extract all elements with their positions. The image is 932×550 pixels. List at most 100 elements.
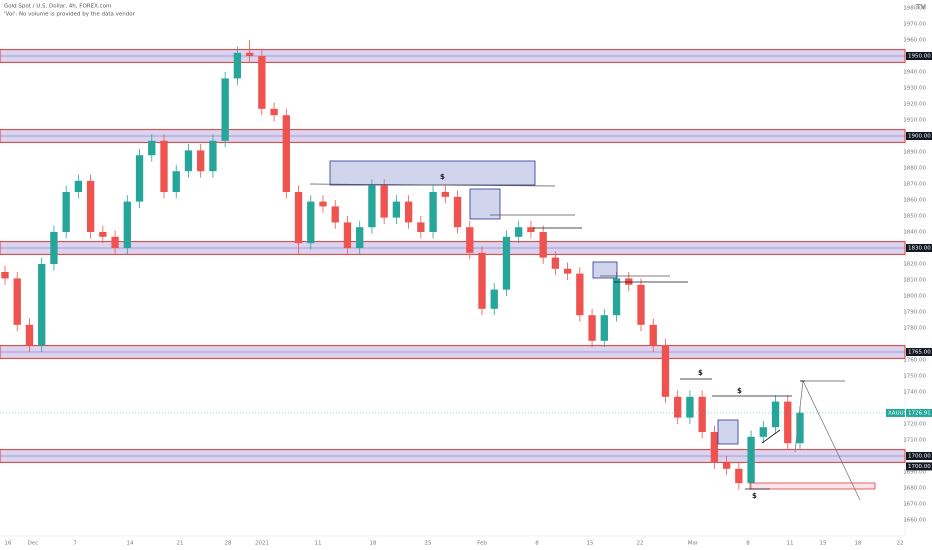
candle-body xyxy=(331,206,339,223)
candle-body xyxy=(429,192,437,232)
annotation: $ xyxy=(752,492,757,500)
candle-body xyxy=(50,232,58,264)
zone-label: 1830.00 xyxy=(908,246,931,252)
candle-body xyxy=(282,115,290,192)
candle-body xyxy=(539,232,547,258)
candle-body xyxy=(612,278,621,316)
drawings xyxy=(329,160,739,445)
candle-body xyxy=(796,412,804,444)
box xyxy=(469,188,501,220)
candle-body xyxy=(404,201,413,223)
zone-label-bg xyxy=(906,452,932,460)
candle-body xyxy=(184,150,193,172)
logo: TV xyxy=(916,3,927,11)
candle-body xyxy=(356,227,364,248)
candle-body xyxy=(160,140,168,192)
y-tick-label: 1740.00 xyxy=(903,390,926,396)
candle-body xyxy=(453,196,462,228)
x-tick-label: 18 xyxy=(855,541,862,547)
y-tick-label: 1920.00 xyxy=(903,102,926,108)
zone-label: 1950.00 xyxy=(908,54,931,60)
candle-body xyxy=(209,140,217,172)
candle-body xyxy=(710,432,719,463)
y-tick-label: 1750.00 xyxy=(903,374,926,380)
candle-body xyxy=(270,108,278,116)
candle-body xyxy=(62,192,70,232)
zone-label: 1765.00 xyxy=(908,350,931,356)
candle-body xyxy=(637,284,645,325)
y-tick-label: 1800.00 xyxy=(903,294,926,300)
x-tick-label: 21 xyxy=(177,541,184,547)
annotation: $ xyxy=(698,369,703,377)
y-tick-label: 1720.00 xyxy=(903,422,926,428)
candle-body xyxy=(25,324,34,346)
candle-body xyxy=(148,140,156,156)
x-tick-label: 2021 xyxy=(255,541,269,547)
zone-label: 1700.00 xyxy=(908,454,931,460)
candle-body xyxy=(759,427,767,437)
y-tick-label: 1980.00 xyxy=(903,6,926,12)
box xyxy=(592,261,618,279)
y-tick-label: 1810.00 xyxy=(903,278,926,284)
y-tick-label: 1880.00 xyxy=(903,166,926,172)
price-label: 1726.91 xyxy=(908,410,931,416)
candle-body xyxy=(490,289,498,309)
candle-body xyxy=(527,227,535,232)
candle-body xyxy=(551,257,560,269)
x-tick-label: 28 xyxy=(225,541,232,547)
candle-body xyxy=(172,171,180,192)
y-tick-label: 1960.00 xyxy=(903,38,926,44)
candle-body xyxy=(466,227,474,253)
box xyxy=(329,160,536,186)
candle-body xyxy=(233,52,242,79)
candle-body xyxy=(784,401,792,444)
candle-body xyxy=(86,180,95,232)
candle-body xyxy=(735,468,743,484)
candle-body xyxy=(99,232,107,237)
x-tick-label: Mar xyxy=(688,541,699,547)
candle-body xyxy=(221,78,229,141)
x-tick-label: 7 xyxy=(73,541,77,547)
candle-body xyxy=(576,273,584,316)
zone-label-bg xyxy=(906,132,932,140)
candle-body xyxy=(686,396,694,418)
symbol-bg xyxy=(886,408,905,417)
y-tick-label: 1820.00 xyxy=(903,262,926,268)
candle-body xyxy=(722,462,731,469)
candle-body xyxy=(135,155,144,202)
candle-body xyxy=(392,201,401,218)
x-tick-label: 25 xyxy=(425,541,432,547)
candle-body xyxy=(294,192,303,244)
candle-body xyxy=(245,52,254,56)
x-tick-label: 11 xyxy=(787,541,794,547)
annotation: $ xyxy=(440,173,445,181)
y-tick-label: 1860.00 xyxy=(903,198,926,204)
y-tick-label: 1930.00 xyxy=(903,86,926,92)
y-tick-label: 1680.00 xyxy=(903,486,926,492)
x-tick-label: 15 xyxy=(587,541,594,547)
candle-body xyxy=(38,264,46,346)
candle-body xyxy=(343,222,352,248)
y-tick-label: 1780.00 xyxy=(903,326,926,332)
y-tick-label: 1870.00 xyxy=(903,182,926,188)
y-tick-label: 1790.00 xyxy=(903,310,926,316)
y-tick-label: 1970.00 xyxy=(903,22,926,28)
symbol-label: XAUUSD xyxy=(888,410,911,416)
candle-body xyxy=(123,201,131,248)
y-tick-label: 1660.00 xyxy=(903,518,926,524)
zone-label: 1900.00 xyxy=(908,134,931,140)
candle-body xyxy=(698,396,706,432)
lines xyxy=(309,183,861,501)
candle-body xyxy=(588,315,596,341)
y-tick-label: 1760.00 xyxy=(903,358,926,364)
candle-body xyxy=(502,236,511,290)
y-tick-label: 1850.00 xyxy=(903,214,926,220)
x-tick-label: 16 xyxy=(5,541,12,547)
zone-label-bg xyxy=(906,244,932,252)
y-tick-label: 1910.00 xyxy=(903,118,926,124)
y-tick-label: 1940.00 xyxy=(903,70,926,76)
x-tick-label: 8 xyxy=(535,541,539,547)
zone-label: 1700.00 xyxy=(908,464,931,470)
